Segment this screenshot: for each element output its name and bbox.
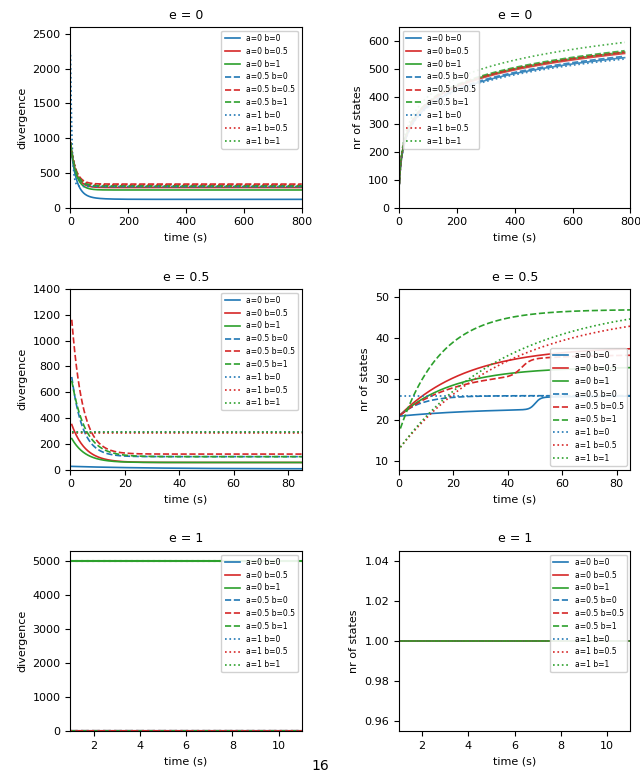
Y-axis label: nr of states: nr of states xyxy=(353,86,363,149)
Y-axis label: nr of states: nr of states xyxy=(349,609,359,673)
Legend: a=0 b=0, a=0 b=0.5, a=0 b=1, a=0.5 b=0, a=0.5 b=0.5, a=0.5 b=1, a=1 b=0, a=1 b=0: a=0 b=0, a=0 b=0.5, a=0 b=1, a=0.5 b=0, … xyxy=(221,293,298,410)
X-axis label: time (s): time (s) xyxy=(493,757,536,767)
Y-axis label: divergence: divergence xyxy=(17,86,27,149)
Legend: a=0 b=0, a=0 b=0.5, a=0 b=1, a=0.5 b=0, a=0.5 b=0.5, a=0.5 b=1, a=1 b=0, a=1 b=0: a=0 b=0, a=0 b=0.5, a=0 b=1, a=0.5 b=0, … xyxy=(221,31,298,149)
Title: e = 1: e = 1 xyxy=(169,533,204,546)
Legend: a=0 b=0, a=0 b=0.5, a=0 b=1, a=0.5 b=0, a=0.5 b=0.5, a=0.5 b=1, a=1 b=0, a=1 b=0: a=0 b=0, a=0 b=0.5, a=0 b=1, a=0.5 b=0, … xyxy=(550,555,627,673)
Legend: a=0 b=0, a=0 b=0.5, a=0 b=1, a=0.5 b=0, a=0.5 b=0.5, a=0.5 b=1, a=1 b=0, a=1 b=0: a=0 b=0, a=0 b=0.5, a=0 b=1, a=0.5 b=0, … xyxy=(403,31,479,149)
X-axis label: time (s): time (s) xyxy=(493,233,536,243)
Y-axis label: nr of states: nr of states xyxy=(360,348,369,411)
Legend: a=0 b=0, a=0 b=0.5, a=0 b=1, a=0.5 b=0, a=0.5 b=0.5, a=0.5 b=1, a=1 b=0, a=1 b=0: a=0 b=0, a=0 b=0.5, a=0 b=1, a=0.5 b=0, … xyxy=(550,348,627,466)
X-axis label: time (s): time (s) xyxy=(164,233,208,243)
Title: e = 0.5: e = 0.5 xyxy=(163,271,209,283)
Y-axis label: divergence: divergence xyxy=(17,348,27,410)
Legend: a=0 b=0, a=0 b=0.5, a=0 b=1, a=0.5 b=0, a=0.5 b=0.5, a=0.5 b=1, a=1 b=0, a=1 b=0: a=0 b=0, a=0 b=0.5, a=0 b=1, a=0.5 b=0, … xyxy=(221,555,298,673)
Title: e = 0: e = 0 xyxy=(497,9,532,22)
Text: 16: 16 xyxy=(311,759,329,773)
Y-axis label: divergence: divergence xyxy=(17,610,27,673)
X-axis label: time (s): time (s) xyxy=(164,757,208,767)
Title: e = 0.5: e = 0.5 xyxy=(492,271,538,283)
X-axis label: time (s): time (s) xyxy=(493,495,536,505)
Title: e = 1: e = 1 xyxy=(497,533,532,546)
Title: e = 0: e = 0 xyxy=(169,9,204,22)
X-axis label: time (s): time (s) xyxy=(164,495,208,505)
